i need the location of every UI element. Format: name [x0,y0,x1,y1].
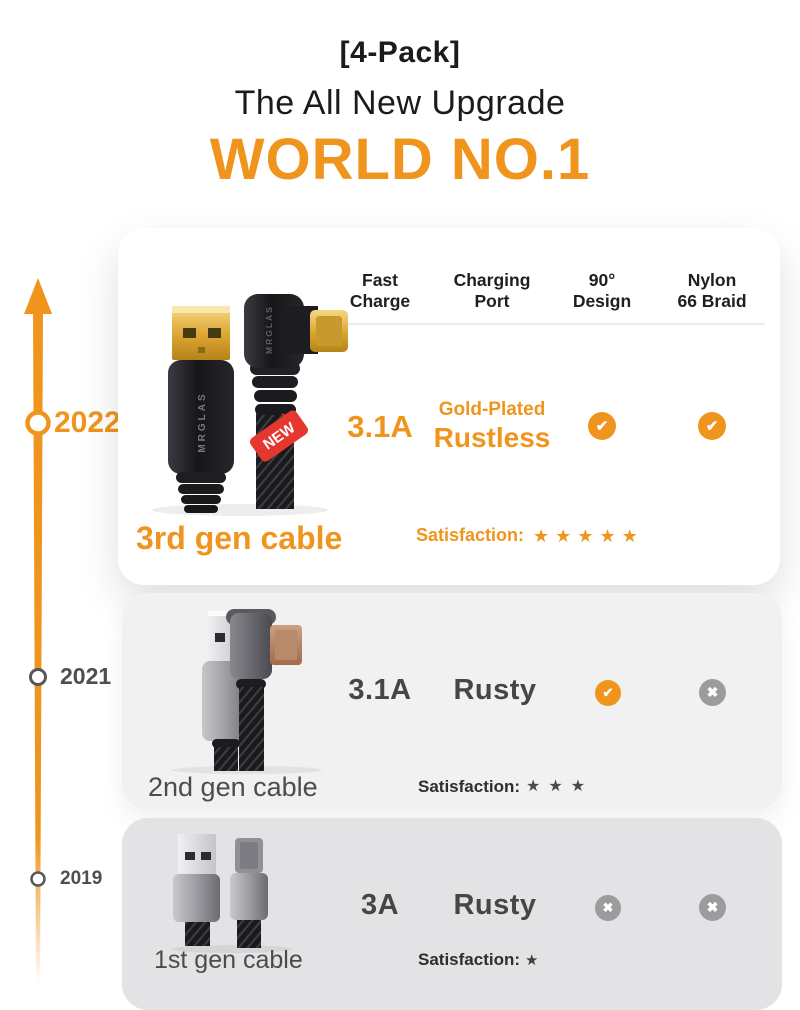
x-icon: ✖ [595,895,621,921]
usb-a-connector-silver [173,834,220,946]
brand-text: MRGLAS [264,305,274,354]
timeline [24,278,52,985]
charging-port-value: Rusty [453,889,537,921]
satisfaction-label: Satisfaction: [418,777,521,796]
column-header-charging-port: Charging Port [453,270,531,311]
gen-label-1st: 1st gen cable [154,946,303,974]
brand-text: MRGLAS [197,391,208,452]
timeline-marker-2021 [29,668,47,686]
column-header-nylon-braid: Nylon 66 Braid [677,270,747,311]
timeline-marker-2022 [25,410,51,436]
check-icon: ✔ [698,412,726,440]
cable-illustration-1st-gen [172,834,292,953]
fast-charge-value: 3A [360,889,400,921]
fast-charge-value: 3.1A [347,409,413,444]
charging-port-value: Gold-Plated Rustless [417,399,567,454]
main-title: WORLD NO.1 [209,127,591,192]
year-label-2021: 2021 [60,663,112,689]
year-label-2019: 2019 [60,868,103,889]
year-label-2022: 2022 [54,406,121,439]
usb-c-right-angle-connector-rusty [226,609,302,771]
column-header-fast-charge: Fast Charge [349,270,411,311]
satisfaction-row: Satisfaction: ★★★ [418,777,593,797]
satisfaction-row: Satisfaction: ★★★★★ [416,525,644,546]
check-icon: ✔ [588,412,616,440]
gen-label-3rd: 3rd gen cable [136,520,343,556]
column-header-90-design: 90° Design [572,270,632,311]
upgrade-subtitle: The All New Upgrade [234,84,566,122]
usb-c-right-angle-connector: MRGLAS [244,294,348,509]
usb-a-connector-gold: MRGLAS [168,306,234,513]
x-icon: ✖ [699,894,726,921]
timeline-marker-2019 [30,871,46,887]
cable-illustration-3rd-gen: MRGLAS MRGLAS NEW [152,294,348,516]
gen-label-2nd: 2nd gen cable [148,772,318,802]
satisfaction-row: Satisfaction: ★ [418,950,543,970]
header-divider [345,323,765,325]
satisfaction-stars: ★★★★★ [533,525,644,546]
port-line1: Gold-Plated [438,399,546,420]
charging-port-value: Rusty [453,674,537,706]
fast-charge-value: 3.1A [348,674,412,706]
pack-count-label: [4-Pack] [339,36,461,69]
card-1st-gen-2019: 3A Rusty ✖ ✖ 1st gen cable Satisfaction:… [122,818,782,1010]
timeline-arrow-up-icon [24,278,52,314]
satisfaction-stars: ★ [525,951,544,969]
satisfaction-stars: ★★★ [526,778,594,795]
usb-c-straight-connector [230,838,268,948]
check-icon: ✔ [595,680,621,706]
timeline-line [33,310,43,985]
port-line2: Rustless [433,421,551,453]
card-2nd-gen-2021: 3.1A Rusty ✔ ✖ 2nd gen cable Satisfactio… [122,593,782,810]
x-icon: ✖ [699,679,726,706]
satisfaction-label: Satisfaction: [416,525,525,545]
cable-illustration-2nd-gen [172,609,322,774]
satisfaction-label: Satisfaction: [418,950,521,969]
card-3rd-gen-2022: Fast Charge Charging Port 90° Design Nyl… [118,228,780,585]
